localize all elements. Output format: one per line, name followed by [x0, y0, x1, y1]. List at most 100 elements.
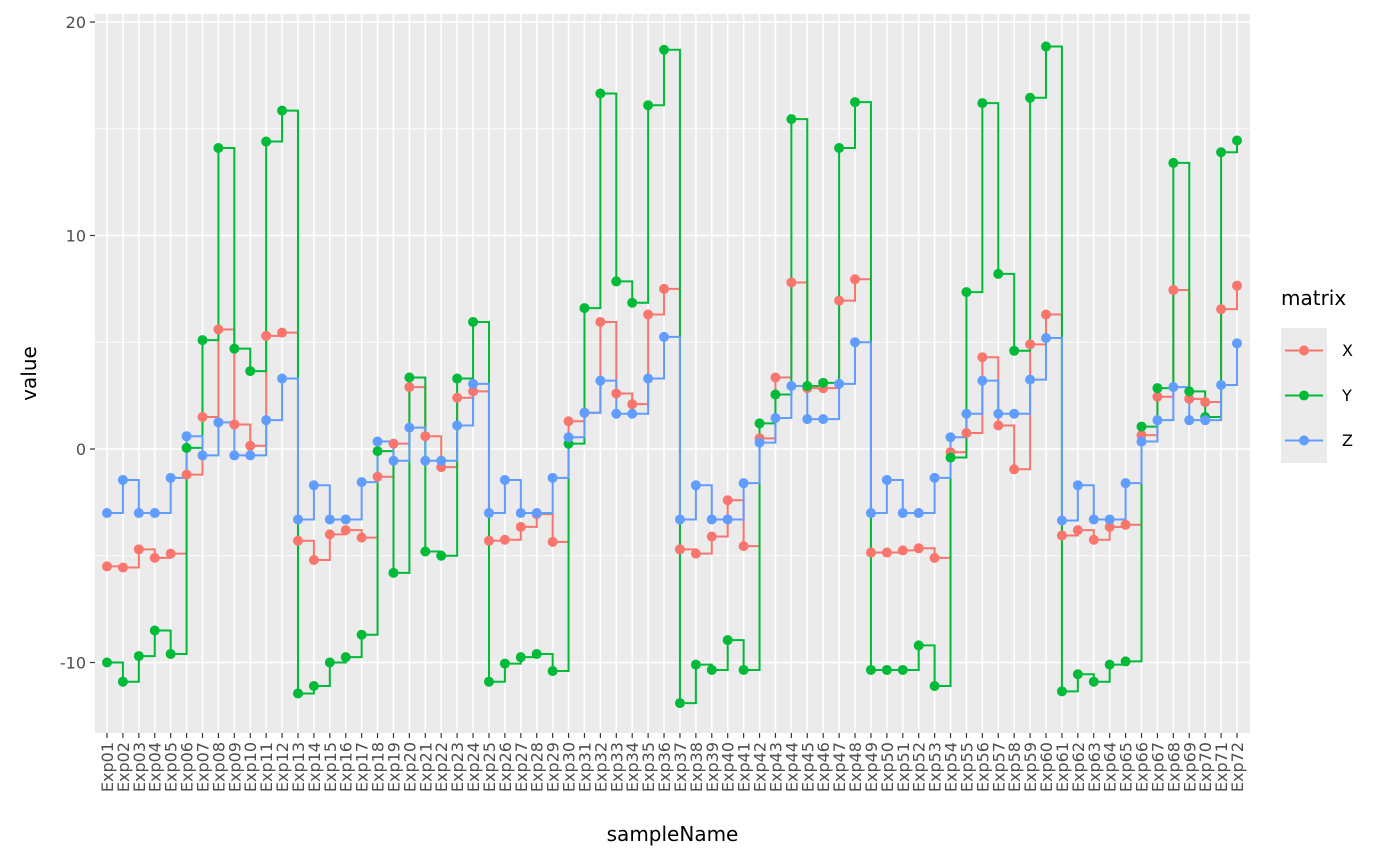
data-point-Y: [1184, 386, 1195, 397]
data-point-X: [117, 562, 128, 573]
data-point-Y: [1152, 383, 1163, 394]
data-point-Y: [1168, 157, 1179, 168]
x-tick-label: Exp01: [98, 742, 117, 792]
data-point-Y: [993, 268, 1004, 279]
x-tick-label: Exp68: [1164, 742, 1183, 792]
data-point-Z: [324, 514, 335, 525]
data-point-X: [643, 309, 654, 320]
data-point-X: [977, 352, 988, 363]
data-point-Z: [1041, 332, 1052, 343]
x-tick-label: Exp42: [751, 742, 770, 792]
x-tick-label: Exp10: [241, 742, 260, 792]
x-tick-label: Exp70: [1196, 742, 1215, 792]
data-point-Z: [1056, 515, 1067, 526]
data-point-Z: [165, 472, 176, 483]
data-point-Z: [818, 414, 829, 425]
data-point-X: [1056, 530, 1067, 541]
data-point-Y: [929, 680, 940, 691]
data-point-X: [468, 386, 479, 397]
data-point-Z: [722, 514, 733, 525]
data-point-Z: [404, 422, 415, 433]
data-point-Y: [897, 664, 908, 675]
data-point-Y: [945, 452, 956, 463]
data-point-X: [547, 536, 558, 547]
legend-label-X: X: [1342, 341, 1353, 360]
data-point-Z: [149, 508, 160, 519]
data-point-X: [308, 555, 319, 566]
x-tick-label: Exp72: [1228, 742, 1247, 792]
data-point-Y: [149, 625, 160, 636]
legend-label-Z: Z: [1342, 431, 1353, 450]
data-point-Y: [1025, 92, 1036, 103]
data-point-Z: [579, 407, 590, 418]
data-point-X: [1184, 393, 1195, 404]
data-point-Z: [181, 431, 192, 442]
data-point-X: [1009, 464, 1020, 475]
data-point-Y: [754, 418, 765, 429]
data-point-Y: [1009, 345, 1020, 356]
data-point-Z: [754, 437, 765, 448]
data-point-Y: [292, 688, 303, 699]
data-point-X: [1168, 284, 1179, 295]
x-tick-label: Exp50: [878, 742, 897, 792]
data-point-Z: [770, 413, 781, 424]
data-point-X: [372, 471, 383, 482]
data-point-X: [961, 427, 972, 438]
data-point-Y: [1216, 147, 1227, 158]
data-point-X: [722, 495, 733, 506]
data-point-Y: [420, 546, 431, 557]
data-point-X: [897, 545, 908, 556]
data-point-Y: [1072, 669, 1083, 680]
x-tick-label: Exp54: [942, 742, 961, 792]
x-tick-label: Exp46: [814, 742, 833, 792]
x-tick-label: Exp44: [782, 742, 801, 792]
x-tick-label: Exp20: [400, 742, 419, 792]
data-point-Y: [611, 276, 622, 287]
data-point-X: [197, 411, 208, 422]
data-point-Y: [261, 136, 272, 147]
data-point-Y: [834, 142, 845, 153]
data-point-X: [229, 419, 240, 430]
series-line-Z: [107, 335, 1238, 522]
x-tick-label: Exp52: [910, 742, 929, 792]
data-point-Z: [595, 375, 606, 386]
data-point-Z: [372, 436, 383, 447]
data-point-Y: [277, 105, 288, 116]
data-point-Y: [133, 651, 144, 662]
data-point-Z: [913, 508, 924, 519]
y-tick-label: 20: [66, 13, 86, 32]
data-point-Y: [977, 98, 988, 109]
data-point-X: [340, 525, 351, 536]
data-point-Y: [770, 389, 781, 400]
data-point-Y: [1104, 659, 1115, 670]
x-tick-label: Exp18: [369, 742, 388, 792]
data-point-X: [929, 552, 940, 563]
data-point-Y: [531, 648, 542, 659]
data-point-X: [627, 399, 638, 410]
data-point-X: [881, 547, 892, 558]
x-tick-label: Exp69: [1180, 742, 1199, 792]
data-point-Y: [117, 676, 128, 687]
data-point-Y: [627, 297, 638, 308]
data-point-Y: [1088, 676, 1099, 687]
data-point-X: [356, 532, 367, 543]
data-point-X: [1025, 339, 1036, 350]
data-point-Z: [499, 474, 510, 485]
x-tick-label: Exp49: [862, 742, 881, 792]
x-tick-label: Exp71: [1212, 742, 1231, 792]
data-point-Z: [1104, 514, 1115, 525]
data-point-Z: [1152, 415, 1163, 426]
x-tick-label: Exp35: [639, 742, 658, 792]
data-point-Z: [643, 373, 654, 384]
data-point-Z: [834, 378, 845, 389]
data-point-Y: [881, 664, 892, 675]
legend-key-point: [1299, 345, 1309, 356]
data-point-X: [611, 388, 622, 399]
data-point-Y: [468, 316, 479, 327]
data-point-X: [324, 529, 335, 540]
x-tick-label: Exp28: [528, 742, 547, 792]
data-point-Z: [356, 477, 367, 488]
data-point-X: [245, 440, 256, 451]
data-point-Z: [229, 450, 240, 461]
x-tick-label: Exp57: [989, 742, 1008, 792]
